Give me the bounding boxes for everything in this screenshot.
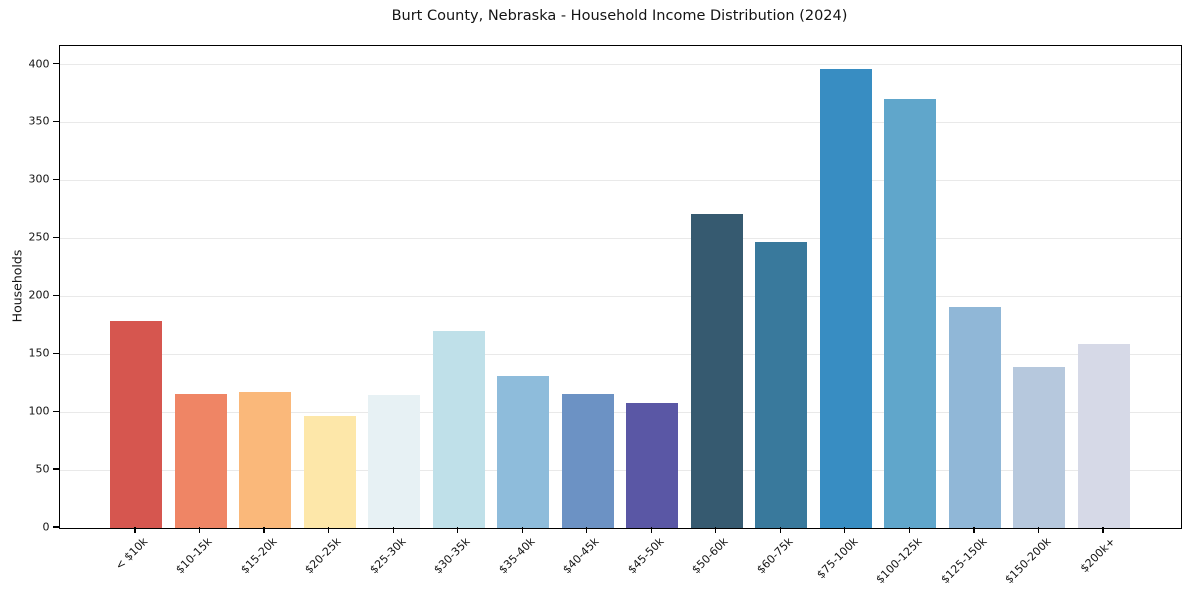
y-tick-mark <box>52 62 59 65</box>
x-tick-label: $45-50k <box>625 535 667 577</box>
gridline-y-350 <box>59 121 1181 123</box>
bar-25-30k <box>368 394 421 528</box>
gridline-y-300 <box>59 179 1181 181</box>
x-tick-label: $125-150k <box>937 535 990 587</box>
x-tick-mark <box>844 527 846 533</box>
x-tick-mark <box>263 527 265 533</box>
x-tick-mark <box>328 527 330 533</box>
y-tick-mark <box>52 526 59 528</box>
bar-125-150k <box>948 306 1001 528</box>
bar-30-35k <box>432 331 485 528</box>
y-tick-mark <box>52 468 59 470</box>
x-tick-mark <box>779 527 781 533</box>
y-tick-label: 0 <box>42 520 50 534</box>
gridline-y-250 <box>59 237 1181 239</box>
x-tick-mark <box>1102 527 1104 533</box>
x-tick-label: $35-40k <box>496 535 538 577</box>
x-tick-mark <box>521 527 523 533</box>
x-tick-label: $15-20k <box>238 535 280 577</box>
x-tick-mark <box>650 527 652 533</box>
plot-area <box>58 45 1182 529</box>
y-tick-label: 400 <box>28 57 50 71</box>
x-tick-label: $20-25k <box>302 535 344 577</box>
bar-10k <box>110 320 163 528</box>
x-tick-mark <box>1037 527 1040 533</box>
x-tick-label: $150-200k <box>1002 535 1054 587</box>
x-tick-label: $75-100k <box>813 535 861 582</box>
y-tick-label: 150 <box>28 346 50 360</box>
bar-50-60k <box>690 214 743 528</box>
y-tick-mark <box>52 352 59 354</box>
x-tick-mark <box>198 527 201 533</box>
bar-15-20k <box>239 392 292 528</box>
bar-200k+ <box>1077 343 1130 528</box>
x-tick-mark <box>392 527 394 533</box>
y-tick-mark <box>52 294 59 296</box>
y-tick-label: 100 <box>28 404 50 418</box>
bar-45-50k <box>626 402 679 528</box>
bar-10-15k <box>174 393 227 528</box>
y-tick-label: 200 <box>28 288 50 302</box>
x-tick-mark <box>586 527 588 533</box>
x-tick-label: $60-75k <box>754 535 796 577</box>
x-tick-label: $100-125k <box>873 535 925 587</box>
gridline-y-150 <box>59 353 1181 355</box>
bar-60-75k <box>755 241 808 528</box>
y-tick-mark <box>52 236 59 238</box>
gridline-y-200 <box>59 295 1181 297</box>
x-tick-label: $200k+ <box>1078 535 1119 576</box>
bar-35-40k <box>497 376 550 528</box>
x-tick-mark <box>715 527 717 533</box>
x-tick-mark <box>134 527 136 533</box>
y-axis-label: Households <box>9 249 25 323</box>
gridline-y-50 <box>59 469 1181 471</box>
bar-20-25k <box>303 415 356 528</box>
x-tick-label: $30-35k <box>431 535 473 577</box>
y-tick-label: 250 <box>28 230 50 244</box>
gridline-y-100 <box>59 411 1181 413</box>
x-tick-label: $10-15k <box>173 535 215 577</box>
bar-100-125k <box>884 99 937 528</box>
y-tick-label: 350 <box>28 114 50 128</box>
bar-150-200k <box>1013 366 1066 528</box>
x-tick-mark <box>973 527 975 533</box>
x-tick-label: $40-45k <box>560 535 602 577</box>
y-tick-mark <box>52 120 59 123</box>
chart-title: Burt County, Nebraska - Household Income… <box>391 8 848 24</box>
gridline-y-400 <box>59 64 1181 66</box>
y-tick-label: 50 <box>35 462 50 476</box>
x-tick-label: $25-30k <box>367 535 409 577</box>
y-tick-mark <box>52 178 59 180</box>
bar-75-100k <box>819 69 872 528</box>
x-tick-label: < $10k <box>112 535 151 573</box>
x-tick-mark <box>908 527 910 533</box>
x-tick-label: $50-60k <box>689 535 731 577</box>
bar-40-45k <box>561 393 614 528</box>
x-tick-mark <box>457 527 459 533</box>
y-tick-mark <box>52 410 59 412</box>
y-tick-label: 300 <box>28 172 50 186</box>
